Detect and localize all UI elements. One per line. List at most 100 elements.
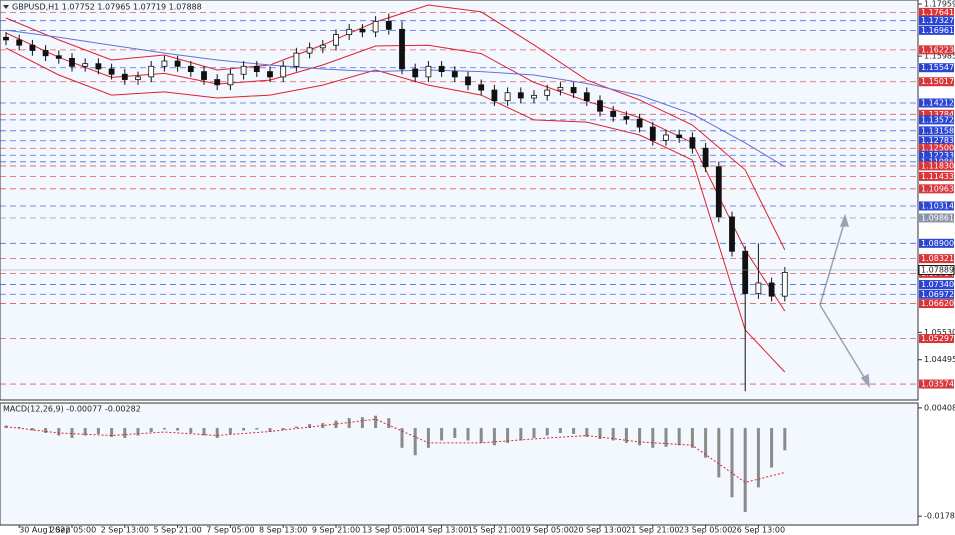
level-tag (919, 98, 954, 108)
candle-body (715, 166, 722, 218)
candle-body (729, 216, 735, 252)
macd-bar (228, 428, 232, 434)
macd-bar (690, 428, 694, 448)
macd-bar (466, 428, 470, 441)
macd-bar (374, 415, 378, 429)
level-label: 1.10314 (921, 201, 954, 210)
macd-bar (585, 428, 589, 437)
drawing-arrows (819, 213, 870, 389)
candle-body (69, 57, 75, 67)
macd-bar (677, 428, 681, 446)
macd-bar (281, 428, 285, 431)
macd-bar (70, 428, 74, 438)
macd-pane (0, 402, 919, 526)
x-tick-label: 26 Sep 13:00 (732, 526, 785, 535)
level-tag (919, 171, 954, 181)
macd-bar (96, 428, 100, 434)
candle-body (425, 65, 432, 78)
candle-body (517, 92, 524, 99)
level-label: 1.16961 (921, 26, 954, 35)
macd-bar (479, 428, 483, 443)
candle-body (649, 126, 656, 141)
x-tick-label: 15 Sep 21:00 (468, 526, 521, 535)
x-tick-label: 13 Sep 05:00 (362, 526, 415, 535)
x-tick-label: 7 Sep 05:00 (206, 526, 254, 535)
macd-bar (189, 428, 193, 433)
macd-bar (440, 428, 444, 441)
x-tick-label: 23 Sep 05:00 (679, 526, 732, 535)
x-tick-label: 1 Sep 05:00 (48, 526, 96, 535)
x-tick-label: 14 Sep 13:00 (415, 526, 468, 535)
level-label: 1.15017 (921, 77, 954, 86)
candle-body (293, 52, 300, 67)
candle-body (465, 76, 471, 86)
level-label: 1.06620 (921, 299, 954, 308)
candle-body (504, 92, 511, 102)
candle-body (161, 60, 168, 67)
level-label: 1.13158 (921, 126, 954, 135)
level-tag (919, 136, 954, 146)
level-tag (919, 7, 954, 17)
level-label: 1.03574 (921, 380, 954, 389)
candle-body (544, 89, 551, 96)
x-tick-label: 8 Sep 13:00 (259, 526, 307, 535)
level-tag (919, 109, 954, 119)
macd-bar (598, 428, 602, 439)
macd-bar (413, 428, 417, 456)
level-tag (919, 280, 954, 290)
level-tag (919, 254, 954, 264)
y-tick-label: 1.15985 (924, 52, 955, 61)
y-tick-label: 1.05530 (924, 328, 955, 337)
x-tick-label: 19 Sep 05:00 (520, 526, 573, 535)
macd-bar (783, 428, 787, 451)
macd-bar (453, 428, 457, 438)
macd-bar (743, 428, 747, 513)
candle-body (663, 134, 669, 141)
macd-bar (123, 428, 127, 438)
candle-body (333, 34, 339, 46)
x-tick-label: 9 Sep 21:00 (312, 526, 360, 535)
indicator-line (5, 47, 786, 373)
level-label: 1.13572 (921, 115, 954, 124)
macd-bar (770, 428, 774, 468)
macd-bar (57, 428, 61, 436)
macd-bar (176, 428, 180, 431)
candle-body (689, 137, 696, 149)
last-price-tag (918, 265, 955, 276)
candle-body (346, 28, 353, 36)
macd-bar (242, 428, 246, 431)
level-tag (919, 289, 954, 299)
signal-line (5, 418, 785, 483)
candle-body (174, 60, 181, 67)
candle-body (570, 87, 577, 94)
level-tag (919, 16, 954, 26)
level-label: 1.12783 (921, 136, 954, 145)
macd-bar (545, 428, 549, 436)
candle-body (557, 87, 564, 91)
x-tick-label: 21 Sep 21:00 (626, 526, 679, 535)
candle-body (121, 73, 128, 80)
level-label: 1.09861 (921, 213, 954, 222)
candle-body (451, 71, 458, 78)
macd-bar (558, 428, 562, 433)
macd-bar (202, 428, 206, 436)
level-label: 1.07340 (921, 280, 954, 289)
candle-body (82, 63, 89, 67)
macd-bar (347, 418, 351, 429)
macd-bar (334, 420, 338, 429)
macd-bar (400, 428, 404, 448)
macd-bar (506, 428, 510, 443)
candle-body (478, 84, 485, 91)
level-label: 1.05297 (921, 334, 954, 343)
macd-bar (268, 428, 272, 433)
macd-bar (30, 428, 34, 431)
candle-body (319, 44, 326, 49)
level-tag (919, 45, 954, 55)
macd-bar (44, 428, 48, 433)
candle-body (399, 28, 405, 70)
symbol-icon (3, 5, 9, 9)
candle-body (280, 65, 287, 78)
x-tick-label: 30 Aug 2022 (19, 526, 70, 535)
candle-body (267, 71, 273, 78)
candle-body (214, 79, 221, 86)
